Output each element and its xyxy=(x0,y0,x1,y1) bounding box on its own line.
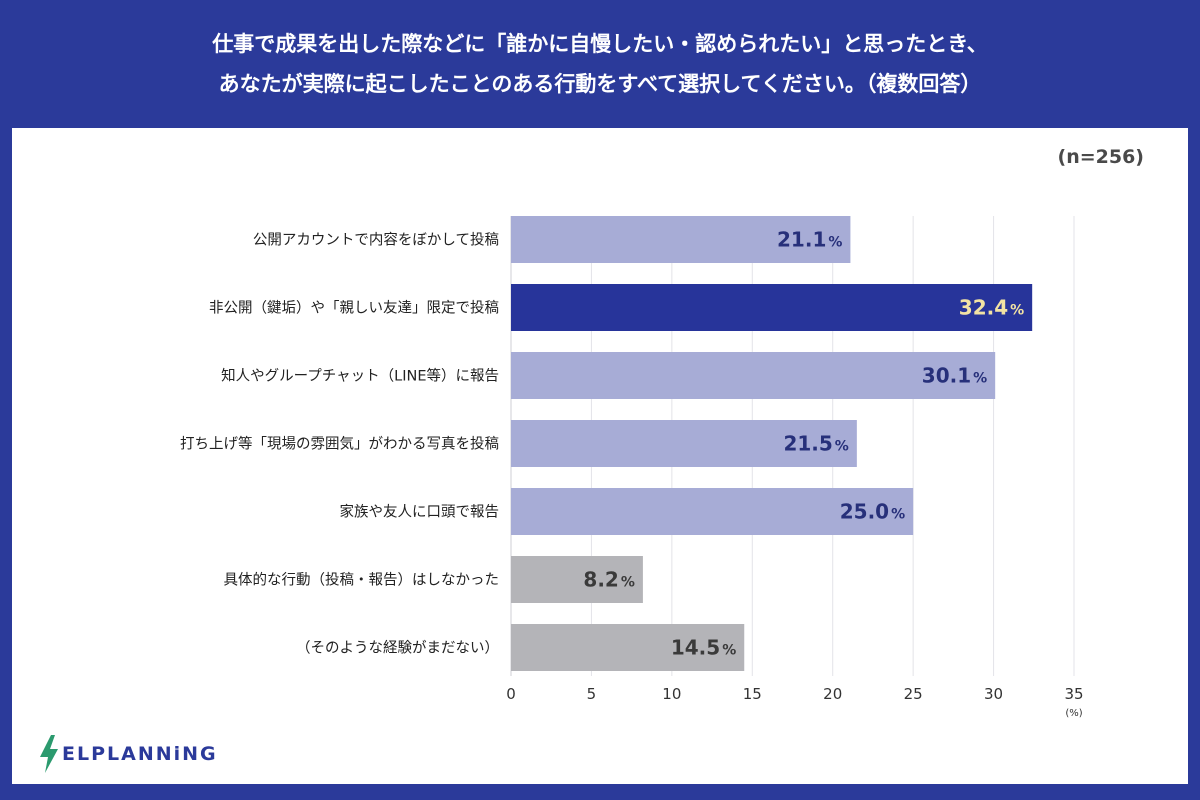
value-label: 32.4% xyxy=(959,296,1024,320)
x-tick-label: 25 xyxy=(904,685,923,703)
category-label: 家族や友人に口頭で報告 xyxy=(340,504,500,521)
bar xyxy=(511,624,745,671)
value-label: 8.2% xyxy=(583,568,634,592)
value-label: 25.0% xyxy=(840,500,905,524)
x-tick-label: 5 xyxy=(587,685,597,703)
category-label: 具体的な行動（投稿・報告）はしなかった xyxy=(224,572,500,589)
bar xyxy=(511,420,857,467)
x-tick-label: 35 xyxy=(1064,685,1083,703)
bar xyxy=(511,284,1033,331)
category-label: 非公開（鍵垢）や「親しい友達」限定で投稿 xyxy=(209,300,499,317)
category-label: （そのような経験がまだない） xyxy=(296,640,499,657)
logo-text: ELPLANNiNG xyxy=(62,743,218,765)
x-unit-label: (%) xyxy=(1065,708,1082,719)
category-label: 打ち上げ等「現場の雰囲気」がわかる写真を投稿 xyxy=(180,435,499,453)
x-tick-label: 0 xyxy=(506,685,516,703)
lightning-bolt-icon xyxy=(40,735,58,773)
value-label: 21.5% xyxy=(783,432,848,456)
chart-panel: (n=256) 0 5 10 15 20 25 30 35 (%) 公開アカウントで内容をぼかして… xyxy=(12,128,1188,784)
value-label: 21.1% xyxy=(777,228,842,252)
x-tick-label: 15 xyxy=(743,685,762,703)
logo: ELPLANNiNG xyxy=(40,734,218,774)
category-label: 公開アカウントで内容をぼかして投稿 xyxy=(253,232,499,249)
bar xyxy=(511,488,914,535)
value-label: 30.1% xyxy=(922,364,987,388)
sample-size-label: (n=256) xyxy=(1057,146,1144,168)
category-label: 知人やグループチャット（LINE等）に報告 xyxy=(221,367,499,385)
title-line-1: 仕事で成果を出した際などに「誰かに自慢したい・認められたい」と思ったとき、 xyxy=(212,32,988,56)
bar xyxy=(511,352,996,399)
x-tick-label: 20 xyxy=(823,685,842,703)
bar-chart: 0 5 10 15 20 25 30 35 (%) 公開アカウントで内容をぼかして投稿 21.1 % 非… xyxy=(180,216,1084,719)
x-tick-label: 30 xyxy=(984,685,1003,703)
value-label: 14.5% xyxy=(671,636,736,660)
chart-title: 仕事で成果を出した際などに「誰かに自慢したい・認められたい」と思ったとき、 あな… xyxy=(0,24,1200,104)
bar xyxy=(511,556,643,603)
x-tick-label: 10 xyxy=(662,685,681,703)
title-line-2: あなたが実際に起こしたことのある行動をすべて選択してください。（複数回答） xyxy=(218,72,982,96)
bar xyxy=(511,216,851,263)
